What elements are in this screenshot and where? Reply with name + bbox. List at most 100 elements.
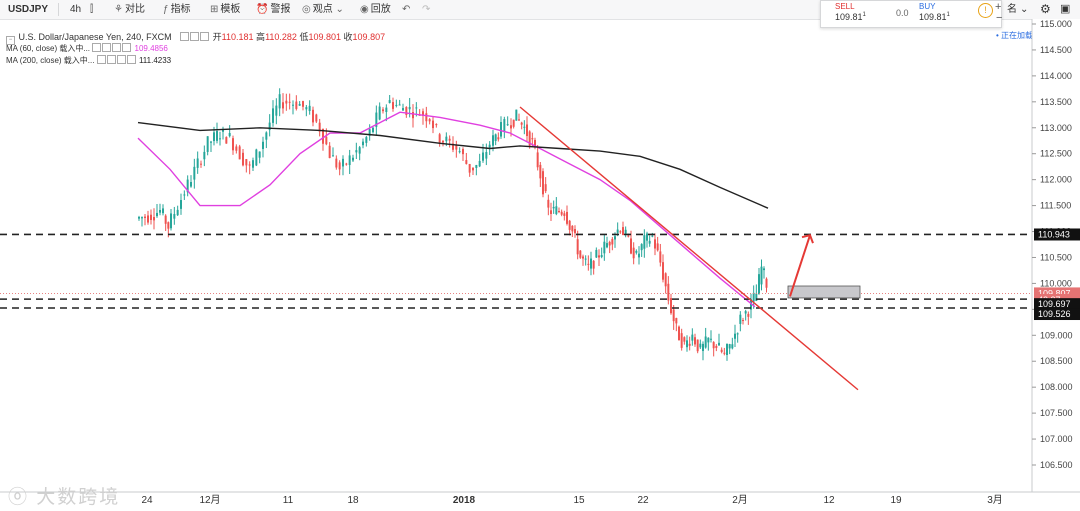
candle (322, 128, 324, 151)
candle-body (312, 109, 314, 123)
candle (536, 144, 539, 171)
collapse-icon[interactable]: − (6, 36, 15, 45)
redo-button[interactable]: ↷ (422, 0, 432, 19)
candle-body (235, 146, 238, 151)
candle (455, 140, 458, 158)
candle (478, 153, 481, 168)
ma60-legend: MA (60, close) 载入中... 109.4856 (6, 43, 168, 53)
series-title: U.S. Dollar/Japanese Yen, 240, FXCM (18, 32, 172, 42)
close-icon[interactable] (116, 55, 126, 64)
undo-button[interactable]: ↶ (402, 0, 412, 19)
candle-body (325, 136, 328, 145)
candle-body (664, 273, 667, 287)
candle (552, 200, 555, 214)
time-tick-label: 2018 (453, 495, 476, 506)
redo-icon: ↷ (422, 4, 431, 15)
chevron-down-icon[interactable]: ⌄ (1020, 4, 1029, 15)
candle (164, 214, 167, 232)
candle-body (382, 109, 384, 112)
candle (638, 246, 640, 265)
candle-body (718, 342, 720, 346)
candle-body (338, 162, 341, 170)
candle (582, 254, 584, 266)
close-icon[interactable] (112, 43, 122, 52)
camera-icon[interactable]: ▣ (1060, 3, 1071, 15)
candle (358, 145, 361, 161)
candle-body (506, 124, 509, 126)
candle-body (659, 251, 662, 263)
candle-body (445, 136, 448, 142)
settings-icon[interactable] (102, 43, 112, 52)
candle-body (465, 160, 468, 164)
candle-body (362, 141, 364, 146)
candle (688, 336, 691, 351)
settings-icon[interactable] (190, 32, 200, 41)
candle-body (715, 345, 718, 349)
candle (750, 293, 752, 319)
trendline (519, 106, 859, 391)
candle-body (372, 127, 374, 133)
alert-button[interactable]: ⏰ 警报 (256, 4, 291, 15)
warning-icon[interactable]: ! (978, 3, 993, 18)
zoom-in-icon[interactable]: + (995, 1, 1002, 13)
candle-body (156, 212, 158, 217)
templates-button[interactable]: ⊞ 模板 (210, 4, 241, 15)
candle-body (520, 122, 523, 125)
candle-body (285, 100, 288, 104)
candle (611, 237, 614, 251)
compare-button[interactable]: ⚘ 对比 (114, 4, 145, 15)
time-tick-label: 3月 (987, 494, 1003, 506)
replay-button[interactable]: ◉ 回放 (360, 4, 391, 15)
candle-body (558, 211, 560, 213)
buy-label[interactable]: BUY (919, 2, 936, 11)
candle (200, 160, 202, 168)
candle-body (566, 211, 568, 224)
candle-body (547, 199, 550, 208)
candle (715, 344, 718, 352)
zoom-out-icon[interactable]: − (996, 12, 1003, 24)
candle (640, 243, 643, 257)
symbol-selector[interactable]: USDJPY (8, 4, 49, 15)
buy-price[interactable]: 109.811 (919, 12, 950, 22)
countdown-tag: 42:37 (1038, 295, 1061, 305)
candle-body (595, 249, 598, 258)
settings-icon[interactable] (106, 55, 116, 64)
indicators-button[interactable]: ƒ 指标 (163, 4, 191, 15)
ideas-button[interactable]: ◎ 观点 ⌄ (302, 4, 344, 15)
candle (550, 202, 552, 221)
candle-body (760, 266, 763, 285)
eye-icon[interactable] (96, 55, 106, 64)
candle (338, 160, 341, 176)
candle-body (739, 314, 742, 324)
candle-body (147, 215, 149, 223)
candle (210, 140, 212, 152)
candle-body (245, 159, 248, 166)
interval-selector[interactable]: 4h (70, 4, 82, 15)
candle-body (720, 349, 723, 352)
chart-type-button[interactable]: ⫿ (90, 0, 95, 19)
candle (235, 144, 238, 154)
candle (630, 230, 632, 255)
eye-icon[interactable] (92, 43, 102, 52)
more-icon[interactable] (122, 43, 132, 52)
time-tick-label: 2月 (732, 494, 748, 506)
candle-body (736, 333, 739, 335)
candle (282, 93, 284, 114)
sell-label[interactable]: SELL (835, 2, 855, 11)
candle (760, 259, 763, 291)
close-icon[interactable] (200, 32, 210, 41)
candle (659, 243, 662, 267)
candle-body (616, 229, 619, 233)
price-axis-bg (1032, 19, 1080, 492)
candle-body (731, 344, 734, 349)
candle (275, 98, 278, 125)
more-icon[interactable] (126, 55, 136, 64)
candle-body (238, 146, 241, 160)
eye-icon[interactable] (180, 32, 190, 41)
sell-price[interactable]: 109.811 (835, 12, 866, 22)
candle (262, 136, 264, 158)
close-value: 109.807 (352, 32, 386, 42)
settings-gear-icon[interactable]: ⚙ (1040, 2, 1051, 16)
candle-body (576, 239, 579, 255)
